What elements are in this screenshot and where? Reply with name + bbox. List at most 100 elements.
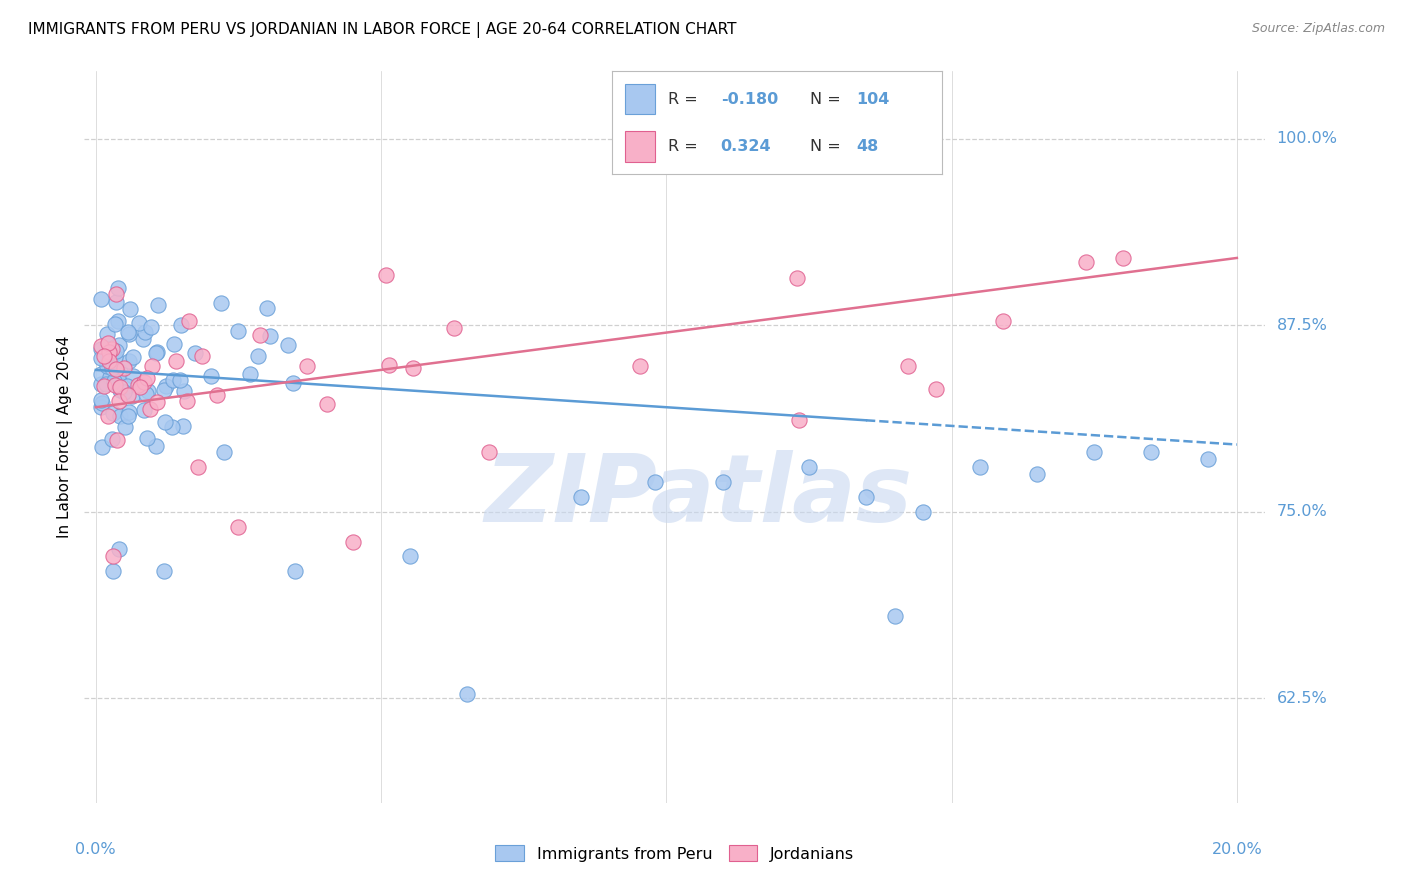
- Point: [1076, 254, 1098, 268]
- Point: [108, 364, 131, 378]
- Point: [297, 359, 319, 373]
- Point: [127, 378, 149, 392]
- Point: [136, 384, 159, 399]
- Point: [1112, 251, 1135, 265]
- Point: [90, 339, 112, 353]
- Point: [97, 354, 120, 368]
- Text: N =: N =: [810, 139, 841, 153]
- Point: [96, 359, 118, 373]
- Text: ZIPatlas: ZIPatlas: [485, 450, 912, 541]
- Point: [132, 332, 155, 346]
- Point: [644, 475, 666, 489]
- Point: [122, 368, 145, 383]
- Point: [108, 380, 131, 394]
- Point: [110, 409, 132, 424]
- Point: [94, 377, 117, 392]
- Y-axis label: In Labor Force | Age 20-64: In Labor Force | Age 20-64: [58, 336, 73, 538]
- Point: [139, 401, 162, 416]
- Point: [104, 318, 127, 332]
- Text: 20.0%: 20.0%: [1212, 842, 1263, 856]
- Point: [96, 344, 118, 359]
- Point: [176, 394, 198, 409]
- Point: [118, 405, 141, 419]
- Text: -0.180: -0.180: [721, 92, 778, 106]
- Point: [925, 382, 948, 396]
- Point: [139, 320, 162, 334]
- Point: [172, 419, 194, 434]
- Point: [104, 377, 127, 392]
- Text: 100.0%: 100.0%: [1277, 131, 1337, 146]
- Point: [107, 314, 129, 328]
- Point: [1083, 445, 1105, 459]
- Point: [169, 318, 191, 333]
- Point: [115, 378, 138, 392]
- Point: [117, 388, 139, 402]
- Point: [108, 384, 131, 398]
- FancyBboxPatch shape: [624, 131, 655, 161]
- Point: [97, 336, 120, 351]
- Point: [630, 359, 652, 373]
- Point: [101, 361, 124, 376]
- Point: [912, 505, 935, 519]
- Point: [90, 342, 112, 356]
- Text: N =: N =: [810, 92, 841, 106]
- Point: [91, 396, 114, 410]
- Point: [179, 314, 201, 328]
- Point: [283, 376, 305, 391]
- Point: [97, 409, 120, 423]
- Point: [117, 409, 139, 423]
- Point: [101, 549, 124, 564]
- Point: [90, 440, 112, 454]
- Point: [134, 403, 156, 417]
- Point: [228, 519, 250, 533]
- Point: [797, 459, 820, 474]
- Text: 0.0%: 0.0%: [76, 842, 117, 856]
- Point: [152, 383, 174, 397]
- Point: [145, 345, 167, 359]
- Point: [135, 387, 157, 401]
- Text: 75.0%: 75.0%: [1277, 504, 1327, 519]
- Text: R =: R =: [668, 139, 697, 153]
- Point: [378, 358, 401, 372]
- Text: IMMIGRANTS FROM PERU VS JORDANIAN IN LABOR FORCE | AGE 20-64 CORRELATION CHART: IMMIGRANTS FROM PERU VS JORDANIAN IN LAB…: [28, 22, 737, 38]
- Point: [118, 301, 141, 316]
- Point: [145, 346, 167, 360]
- Point: [191, 349, 214, 363]
- Point: [135, 431, 157, 445]
- Point: [101, 406, 124, 420]
- Point: [247, 349, 270, 363]
- Point: [128, 380, 150, 394]
- Point: [101, 432, 124, 446]
- Text: Source: ZipAtlas.com: Source: ZipAtlas.com: [1251, 22, 1385, 36]
- Point: [108, 337, 131, 351]
- Point: [456, 687, 478, 701]
- Point: [402, 361, 425, 376]
- Point: [104, 344, 127, 359]
- Point: [121, 389, 143, 403]
- Point: [226, 324, 249, 338]
- Point: [200, 369, 222, 384]
- Point: [108, 368, 131, 383]
- Point: [107, 542, 129, 557]
- Point: [117, 325, 139, 339]
- Point: [98, 370, 121, 384]
- Point: [991, 314, 1014, 328]
- Point: [145, 440, 167, 454]
- Point: [207, 387, 229, 401]
- Point: [97, 344, 120, 359]
- Text: 62.5%: 62.5%: [1277, 690, 1327, 706]
- Point: [249, 327, 271, 342]
- Point: [855, 490, 877, 504]
- Legend: Immigrants from Peru, Jordanians: Immigrants from Peru, Jordanians: [489, 838, 860, 868]
- Point: [93, 349, 115, 363]
- Point: [883, 609, 905, 624]
- Point: [398, 549, 420, 564]
- Point: [101, 342, 124, 356]
- Point: [153, 565, 176, 579]
- Point: [117, 326, 139, 341]
- Point: [374, 268, 396, 283]
- Point: [443, 321, 465, 335]
- Point: [148, 298, 170, 312]
- Point: [169, 373, 191, 387]
- Point: [789, 413, 811, 427]
